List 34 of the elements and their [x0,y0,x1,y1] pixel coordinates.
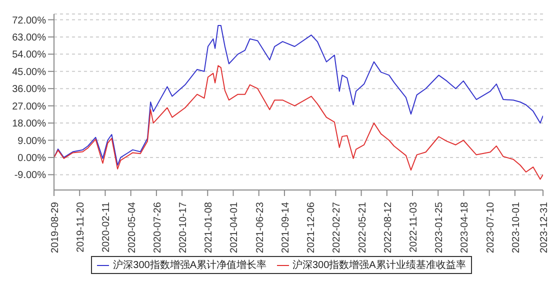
x-tick-label: 2019-11-20 [76,202,87,252]
y-tick-label: 9.00% [18,136,46,147]
x-tick-label: 2021-04-01 [229,202,240,254]
x-tick-label: 2023-01-25 [434,202,446,254]
y-tick-label: -9.00% [14,170,46,182]
legend-label: 沪深300指数增强A累计净值增长率 [113,258,266,272]
y-tick-label: 18.00% [12,118,46,130]
x-tick-label: 2022-02-27 [332,202,343,254]
x-tick-label: 2023-07-10 [485,202,496,254]
x-tick-label: 2022-05-21 [357,202,368,254]
legend-label: 沪深300指数增强A累计业绩基准收益率 [292,258,466,272]
y-tick-label: 63.00% [12,32,46,44]
y-tick-label: 45.00% [12,66,46,78]
x-tick-label: 2021-12-06 [306,202,318,254]
line-series [54,65,543,180]
x-tick-label: 2023-04-18 [460,202,471,254]
x-tick-label: 2022-11-03 [408,202,420,252]
x-tick-label: 2019-08-29 [50,202,61,254]
line-series [54,24,543,166]
y-tick-label: 72.00% [12,15,46,26]
x-tick-label: 2022-08-12 [382,202,394,254]
x-tick-label: 2021-06-23 [254,202,266,254]
x-tick-label: 2020-07-26 [152,202,164,254]
y-tick-label: 36.00% [12,84,46,96]
y-tick-label: 27.00% [12,101,46,112]
x-tick-label: 2023-10-01 [510,202,522,254]
x-tick-label: 2020-02-11 [101,202,112,252]
x-tick-label: 2021-09-14 [280,202,292,254]
x-tick-label: 2020-10-17 [178,202,190,254]
x-tick-label: 2021-01-08 [204,202,215,254]
y-tick-label: 0.00% [18,153,46,164]
x-tick-label: 2020-05-04 [126,202,138,254]
x-tick-label: 2023-12-31 [539,202,550,254]
y-tick-label: 54.00% [12,50,46,61]
